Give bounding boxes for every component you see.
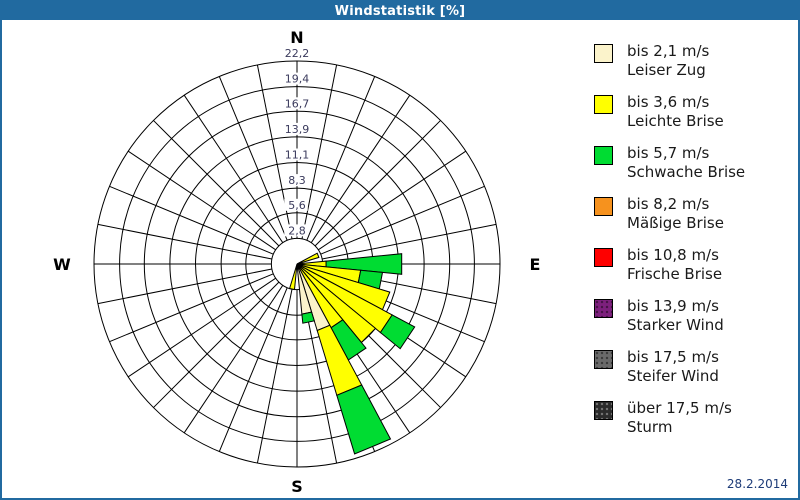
legend-text: bis 5,7 m/s Schwache Brise — [627, 144, 745, 182]
legend-wind-name: Sturm — [627, 418, 673, 436]
compass-label-north: N — [290, 28, 304, 47]
ring-label: 22,2 — [285, 47, 310, 60]
legend-swatch-dark — [594, 401, 613, 420]
legend-wind-name: Frische Brise — [627, 265, 723, 283]
ring-label-backing — [284, 174, 308, 187]
legend: bis 2,1 m/s Leiser Zug bis 3,6 m/s Leichte … — [594, 42, 794, 450]
grid-spoke — [306, 76, 376, 241]
ring-label: 11,1 — [285, 149, 310, 162]
ring-label: 2,8 — [288, 224, 306, 237]
grid-spoke — [97, 268, 272, 305]
grid-spoke — [127, 277, 276, 378]
legend-text: bis 2,1 m/s Leiser Zug — [627, 42, 709, 80]
wind-petal-segment-yellow — [288, 263, 298, 291]
grid-spoke — [320, 185, 485, 255]
legend-text: bis 10,8 m/s Frische Brise — [627, 246, 722, 284]
wind-petal-segment-yellow — [296, 252, 320, 265]
legend-item: bis 8,2 m/s Mäßige Brise — [594, 195, 794, 233]
wind-petal-segment-green — [336, 384, 392, 455]
legend-speed-label: bis 8,2 m/s — [627, 195, 710, 213]
legend-text: bis 3,6 m/s Leichte Brise — [627, 93, 724, 131]
grid-spoke — [301, 64, 338, 239]
grid-spoke — [183, 285, 284, 434]
legend-speed-label: bis 5,7 m/s — [627, 144, 710, 162]
legend-item: bis 17,5 m/s Steifer Wind — [594, 348, 794, 386]
title-bar: Windstatistik [%] — [2, 2, 798, 20]
legend-wind-name: Mäßige Brise — [627, 214, 724, 232]
legend-wind-name: Steifer Wind — [627, 367, 719, 385]
ring-label: 13,9 — [285, 123, 310, 136]
legend-item: bis 2,1 m/s Leiser Zug — [594, 42, 794, 80]
compass-label-west: W — [53, 255, 71, 274]
ring-label: 19,4 — [285, 73, 310, 86]
grid-spoke — [322, 223, 497, 260]
ring-label-backing — [281, 148, 311, 161]
legend-item: bis 3,6 m/s Leichte Brise — [594, 93, 794, 131]
legend-swatch-green — [594, 146, 613, 165]
legend-item: bis 13,9 m/s Starker Wind — [594, 297, 794, 335]
grid-spoke — [314, 120, 441, 247]
grid-spoke — [318, 150, 467, 251]
grid-spoke — [183, 94, 284, 243]
wind-petal-segment-green — [379, 314, 416, 350]
ring-label-backing — [284, 198, 308, 211]
ring-label: 16,7 — [285, 97, 310, 110]
legend-text: bis 13,9 m/s Starker Wind — [627, 297, 724, 335]
legend-item: über 17,5 m/s Sturm — [594, 399, 794, 437]
legend-speed-label: bis 13,9 m/s — [627, 297, 719, 315]
grid-spoke — [256, 289, 293, 464]
ring-label-backing — [284, 224, 308, 237]
wind-petal-segment-green — [325, 253, 403, 275]
wind-rose-plot: 2,8 5,6 8,3 11,1 13,9 16,7 19,4 22,2 — [93, 47, 501, 468]
legend-swatch-red — [594, 248, 613, 267]
legend-wind-name: Leichte Brise — [627, 112, 724, 130]
grid-spoke — [109, 185, 274, 255]
ring-label: 5,6 — [288, 199, 306, 212]
ring-label-backing — [281, 122, 311, 135]
legend-item: bis 5,7 m/s Schwache Brise — [594, 144, 794, 182]
grid-spoke — [153, 281, 280, 408]
legend-swatch-orange — [594, 197, 613, 216]
grid-spoke — [153, 120, 280, 247]
legend-text: über 17,5 m/s Sturm — [627, 399, 732, 437]
ring-label: 8,3 — [288, 174, 306, 187]
grid-spoke — [127, 150, 276, 251]
grid-spoke — [218, 76, 288, 241]
ring-label-backing — [281, 72, 311, 85]
legend-speed-label: über 17,5 m/s — [627, 399, 732, 417]
legend-item: bis 10,8 m/s Frische Brise — [594, 246, 794, 284]
legend-swatch-purple — [594, 299, 613, 318]
legend-swatch-gray — [594, 350, 613, 369]
legend-text: bis 17,5 m/s Steifer Wind — [627, 348, 719, 386]
legend-wind-name: Schwache Brise — [627, 163, 746, 181]
date-label: 28.2.2014 — [726, 477, 788, 491]
ring-label-backing — [281, 97, 311, 110]
window-title: Windstatistik [%] — [334, 3, 466, 19]
grid-spoke — [97, 223, 272, 260]
legend-speed-label: bis 2,1 m/s — [627, 42, 710, 60]
legend-swatch-yellow — [594, 95, 613, 114]
legend-wind-name: Starker Wind — [627, 316, 724, 334]
wind-petal-segment-green — [301, 311, 315, 324]
ring-label-backing — [281, 47, 311, 59]
compass-label-east: E — [529, 255, 541, 274]
legend-wind-name: Leiser Zug — [627, 61, 706, 79]
legend-swatch-cream — [594, 44, 613, 63]
legend-speed-label: bis 17,5 m/s — [627, 348, 719, 366]
legend-speed-label: bis 10,8 m/s — [627, 246, 719, 264]
compass-label-south: S — [291, 477, 303, 496]
grid-spoke — [218, 287, 288, 452]
grid-spoke — [310, 94, 411, 243]
legend-speed-label: bis 3,6 m/s — [627, 93, 710, 111]
legend-text: bis 8,2 m/s Mäßige Brise — [627, 195, 724, 233]
grid-spoke — [109, 273, 274, 343]
